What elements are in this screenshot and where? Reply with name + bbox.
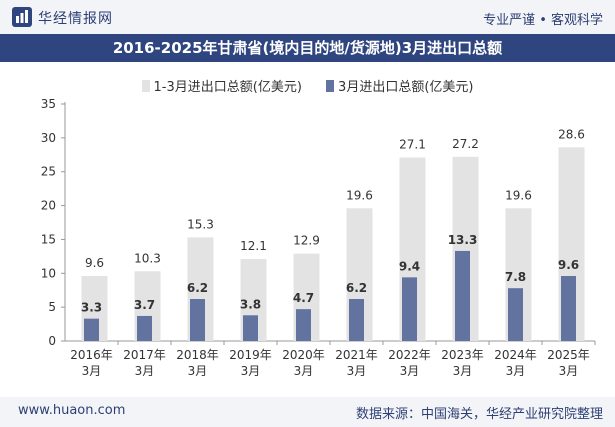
y-tick-label: 25 [41, 165, 56, 179]
bar-march [137, 315, 152, 341]
y-tick-label: 30 [41, 131, 56, 145]
brand-name: 华经情报网 [38, 11, 113, 27]
x-tick-label: 3月 [82, 364, 102, 378]
x-tick-label: 2024年 [494, 348, 537, 362]
data-label-ytd: 27.2 [452, 137, 479, 151]
data-label-march: 9.4 [399, 259, 420, 273]
bar-march [84, 318, 99, 341]
data-label-march: 4.7 [293, 291, 314, 305]
legend-item-march: 3月进出口总额(亿美元) [326, 76, 473, 95]
x-tick-label: 2020年 [282, 348, 325, 362]
data-label-ytd: 19.6 [346, 188, 373, 202]
x-tick-label: 3月 [241, 364, 261, 378]
bar-march [349, 299, 364, 341]
data-label-march: 6.2 [187, 281, 208, 295]
header-bar: 华经情报网 专业严谨 • 客观科学 [0, 0, 615, 34]
data-label-ytd: 10.3 [134, 251, 161, 265]
data-label-ytd: 12.9 [293, 234, 320, 248]
x-tick-label: 3月 [400, 364, 420, 378]
bar-march [402, 277, 417, 341]
y-tick-label: 0 [48, 334, 56, 348]
bar-march [190, 299, 205, 341]
x-tick-label: 2023年 [441, 348, 484, 362]
legend-swatch-ytd [141, 80, 150, 92]
y-tick-label: 5 [48, 300, 56, 314]
data-label-ytd: 27.1 [399, 137, 426, 151]
x-tick-label: 3月 [453, 364, 473, 378]
data-label-march: 3.8 [240, 297, 261, 311]
chart-legend: 1-3月进出口总额(亿美元) 3月进出口总额(亿美元) [0, 76, 615, 95]
y-tick-label: 35 [41, 97, 56, 111]
x-tick-label: 2017年 [123, 348, 166, 362]
bar-march [508, 288, 523, 341]
x-tick-label: 3月 [188, 364, 208, 378]
x-tick-label: 3月 [294, 364, 314, 378]
data-source: 数据来源：中国海关，华经产业研究院整理 [355, 407, 603, 422]
data-label-ytd: 9.6 [85, 256, 104, 270]
legend-label-march: 3月进出口总额(亿美元) [338, 80, 474, 95]
bar-chart: 0 5 10 15 20 25 30 35 9.6 3.3 2016年 3月 10.3 3.7 2017年 3… [41, 97, 596, 378]
y-tick-label: 10 [41, 266, 56, 280]
y-tick-label: 15 [41, 232, 56, 246]
x-tick-label: 2025年 [547, 348, 590, 362]
bar-march [243, 315, 258, 341]
x-tick-label: 2022年 [388, 348, 431, 362]
footer-bar: www.huaon.com 数据来源：中国海关，华经产业研究院整理 [0, 397, 615, 427]
bar-march [561, 275, 576, 341]
bar-march [455, 250, 470, 341]
x-tick-label: 3月 [506, 364, 526, 378]
x-tick-label: 2018年 [176, 348, 219, 362]
x-tick-label: 2021年 [335, 348, 378, 362]
data-label-march: 6.2 [346, 281, 367, 295]
data-label-ytd: 15.3 [187, 217, 214, 231]
data-label-ytd: 12.1 [240, 239, 267, 253]
data-label-march: 13.3 [448, 233, 478, 247]
x-tick-label: 3月 [135, 364, 155, 378]
y-tick-label: 20 [41, 199, 56, 213]
x-tick-label: 3月 [347, 364, 367, 378]
legend-swatch-march [326, 80, 335, 92]
huajing-logo-icon [12, 7, 32, 27]
data-label-march: 7.8 [505, 270, 526, 284]
data-label-ytd: 28.6 [558, 127, 585, 141]
x-tick-label: 2016年 [70, 348, 113, 362]
legend-label-ytd: 1-3月进出口总额(亿美元) [153, 80, 302, 95]
data-label-ytd: 19.6 [505, 188, 532, 202]
legend-item-ytd: 1-3月进出口总额(亿美元) [141, 76, 302, 95]
chart-title: 2016-2025年甘肃省(境内目的地/货源地)3月进出口总额 [0, 34, 615, 62]
data-label-march: 3.3 [81, 301, 102, 315]
x-tick-label: 3月 [559, 364, 579, 378]
x-tick-label: 2019年 [229, 348, 272, 362]
slogan: 专业严谨 • 客观科学 [483, 13, 603, 28]
bar-march [296, 309, 311, 341]
data-label-march: 9.6 [558, 258, 579, 272]
website-link[interactable]: www.huaon.com [18, 403, 126, 418]
data-label-march: 3.7 [134, 298, 155, 312]
